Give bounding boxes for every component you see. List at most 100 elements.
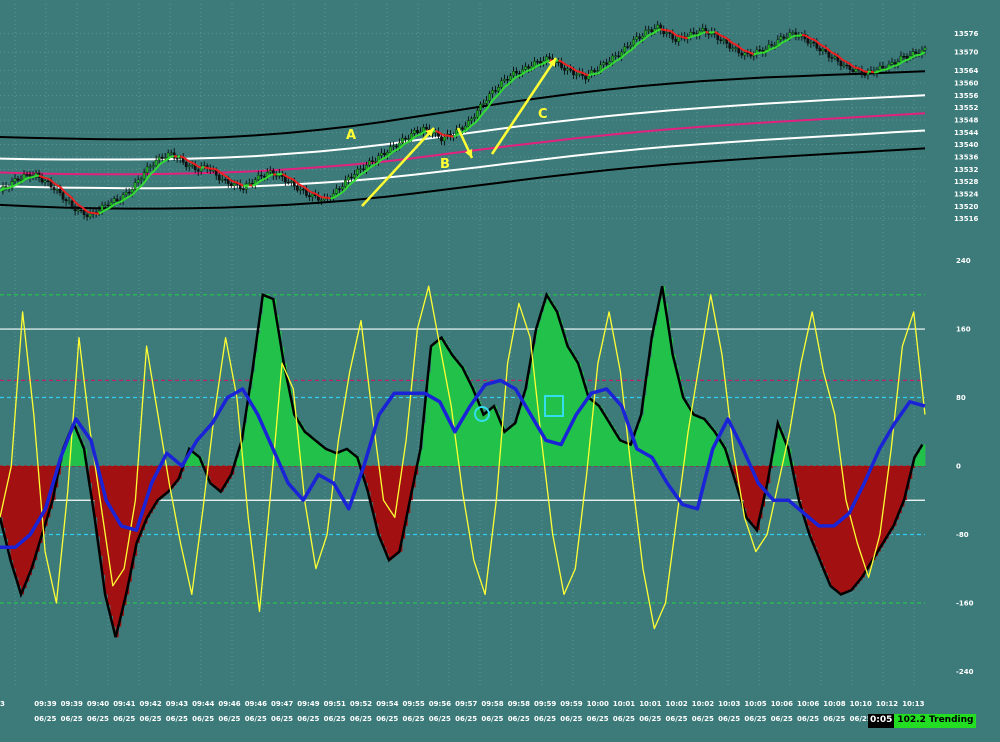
moving-average-segment <box>612 60 617 65</box>
moving-average-segment <box>810 37 815 41</box>
moving-average-segment <box>482 108 488 114</box>
candle-body <box>566 68 569 71</box>
moving-average-segment <box>540 62 544 66</box>
moving-average-segment <box>380 157 385 161</box>
moving-average-segment <box>158 161 163 166</box>
moving-average-segment <box>732 42 737 46</box>
histogram-bar <box>525 388 529 466</box>
moving-average-segment <box>744 49 749 53</box>
moving-average-segment <box>756 51 761 55</box>
date-tick-label: 06/25 <box>692 715 714 723</box>
histogram-bar <box>367 466 371 492</box>
candle-body <box>596 70 599 72</box>
histogram-bar <box>861 466 865 578</box>
histogram-bar <box>331 451 335 466</box>
moving-average-segment <box>738 45 743 51</box>
candle-body <box>512 71 515 76</box>
moving-average-segment <box>681 35 686 39</box>
candle-body <box>64 199 68 202</box>
date-tick-label: 06/25 <box>455 715 477 723</box>
oscillator-tick-label: -240 <box>956 668 974 676</box>
histogram-bar <box>512 425 516 466</box>
price-tick-label: 13564 <box>954 67 978 75</box>
histogram-bar <box>423 423 427 466</box>
histogram-bar <box>352 453 356 466</box>
candle-body <box>812 41 816 44</box>
histogram-bar <box>714 431 718 466</box>
moving-average-segment <box>485 104 491 110</box>
histogram-bar <box>312 438 316 466</box>
candle-body <box>157 156 161 161</box>
candle-body <box>593 70 596 72</box>
moving-average-segment <box>182 156 187 161</box>
moving-average-segment <box>639 39 644 44</box>
histogram-bar <box>812 466 816 541</box>
histogram-bar <box>286 376 290 466</box>
moving-average-segment <box>852 65 857 69</box>
moving-average-segment <box>32 174 37 178</box>
moving-average-segment <box>603 66 608 70</box>
candle-body <box>731 47 735 49</box>
candle-body <box>545 56 548 61</box>
histogram-bar <box>722 444 726 466</box>
histogram-bar <box>646 376 650 466</box>
moving-average-segment <box>632 43 638 49</box>
histogram-bar <box>654 324 658 466</box>
histogram-bar <box>578 363 582 466</box>
candle-body <box>584 75 587 80</box>
histogram-bar <box>370 466 374 503</box>
moving-average-segment <box>254 181 259 186</box>
moving-average-segment <box>290 177 295 182</box>
histogram-bar <box>176 466 180 483</box>
moving-average-segment <box>152 167 157 173</box>
price-tick-label: 13570 <box>954 49 978 57</box>
moving-average-segment <box>816 40 821 46</box>
moving-average-segment <box>564 63 569 67</box>
histogram-bar <box>835 466 839 591</box>
time-tick-label: 10:10 <box>850 700 872 708</box>
moving-average-segment <box>500 86 506 92</box>
histogram-bar <box>475 395 479 466</box>
moving-average-segment <box>131 191 136 196</box>
histogram-bar <box>688 406 692 466</box>
histogram-bar <box>680 386 684 466</box>
candle-body <box>241 188 245 190</box>
moving-average-segment <box>365 167 371 172</box>
time-tick-label: 09:57 <box>455 700 477 708</box>
moving-average-segment <box>74 201 79 206</box>
histogram-bar <box>696 415 700 466</box>
histogram-bar <box>914 457 918 466</box>
histogram-bar <box>310 436 314 466</box>
histogram-bar <box>701 417 705 466</box>
moving-average-segment <box>528 68 532 72</box>
histogram-bar <box>420 448 424 466</box>
moving-average-segment <box>494 93 500 98</box>
moving-average-segment <box>855 66 860 70</box>
candle-body <box>632 39 636 46</box>
histogram-bar <box>317 442 321 466</box>
candle-body <box>262 175 266 178</box>
histogram-bar <box>775 438 779 466</box>
oscillator-lines <box>0 285 926 630</box>
histogram-bar <box>281 347 285 466</box>
histogram-bar <box>580 371 584 466</box>
candle-body <box>821 49 825 52</box>
histogram-bar <box>388 466 392 561</box>
candle-body <box>416 130 419 134</box>
histogram-bar <box>517 414 521 466</box>
histogram-bar <box>706 422 710 466</box>
marker-circle <box>474 406 490 422</box>
moving-average-segment <box>113 202 118 206</box>
moving-average-segment <box>558 59 562 63</box>
candle-body <box>773 45 777 47</box>
histogram-bar <box>409 466 413 501</box>
date-tick-label: 06/25 <box>61 715 83 723</box>
candle-body <box>533 61 536 67</box>
candle-body <box>923 47 927 51</box>
moving-average-segment <box>257 179 262 184</box>
moving-average-segment <box>834 53 839 57</box>
candle-body <box>443 136 446 142</box>
candle-body <box>163 157 167 159</box>
moving-average-segment <box>765 49 770 53</box>
candle-body <box>647 29 651 31</box>
